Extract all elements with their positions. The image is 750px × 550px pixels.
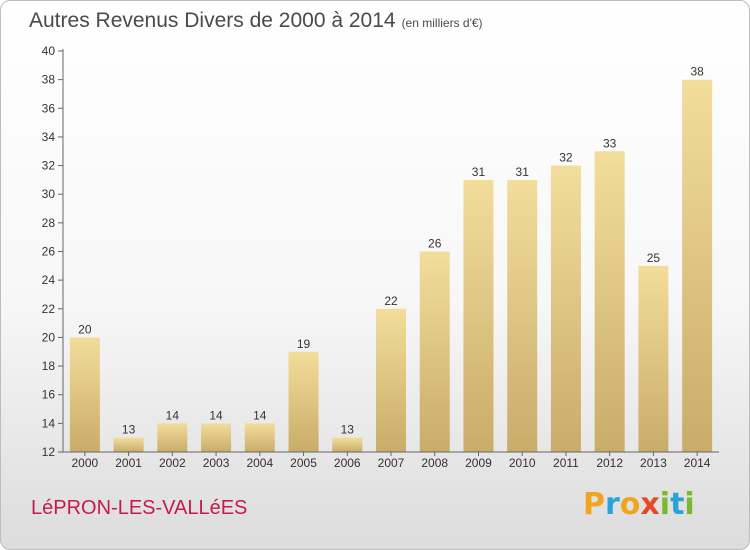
bar-value-label: 20 (78, 322, 92, 336)
commune-name: LéPRON-LES-VALLéES (31, 497, 248, 519)
x-tick-label: 2009 (465, 456, 492, 470)
bar-value-label: 19 (297, 337, 311, 351)
logo-letter: r (605, 487, 620, 522)
bar-2006 (332, 437, 363, 452)
logo-letter: i (684, 487, 695, 522)
bar-value-label: 31 (472, 165, 486, 179)
x-tick-label: 2001 (115, 456, 142, 470)
bars: 20 13 14 14 14 19 13 22 26 31 31 32 33 25 38 (69, 65, 713, 453)
x-tick-label: 2012 (596, 456, 623, 470)
proxiti-logo[interactable]: Proxiti (583, 487, 695, 522)
y-tick-label: 34 (42, 130, 56, 144)
y-tick-label: 12 (42, 445, 56, 459)
x-tick-label: 2011 (553, 456, 579, 470)
bar-value-label: 13 (122, 423, 136, 437)
bar-value-label: 13 (341, 423, 355, 437)
bar-2001 (113, 437, 144, 452)
bar-2009 (463, 179, 494, 452)
y-tick-label: 40 (42, 44, 56, 58)
bar-2014 (682, 79, 713, 453)
x-tick-label: 2006 (334, 456, 361, 470)
x-tick-label: 2002 (159, 456, 186, 470)
bar-2011 (550, 165, 581, 453)
y-tick-label: 28 (42, 216, 56, 230)
y-tick-label: 26 (42, 245, 56, 259)
bar-value-label: 22 (384, 294, 398, 308)
bar-2008 (419, 251, 450, 452)
bar-value-label: 32 (559, 151, 573, 165)
bar-value-label: 14 (166, 408, 180, 422)
bar-value-label: 38 (690, 65, 704, 79)
bar-2010 (507, 179, 538, 452)
x-tick-label: 2005 (290, 456, 317, 470)
bar-2004 (244, 423, 275, 452)
bar-2000 (69, 337, 100, 452)
y-tick-label: 18 (42, 359, 56, 373)
x-tick-label: 2013 (640, 456, 667, 470)
bar-value-label: 14 (209, 408, 223, 422)
y-tick-label: 14 (42, 416, 56, 430)
logo-letter: i (659, 487, 671, 522)
y-tick-label: 24 (42, 273, 56, 287)
bar-value-label: 25 (647, 251, 661, 265)
logo-letter: x (640, 487, 660, 522)
y-tick-label: 32 (42, 159, 56, 173)
y-tick-label: 36 (42, 101, 56, 115)
y-tick-label: 30 (42, 187, 56, 201)
x-tick-label: 2010 (509, 456, 536, 470)
y-axis: 12 14 16 18 20 22 24 26 28 30 32 34 36 38 40 (42, 44, 64, 459)
x-tick-label: 2003 (203, 456, 230, 470)
logo-letter: t (670, 487, 685, 522)
x-tick-label: 2008 (421, 456, 448, 470)
x-tick-label: 2004 (246, 456, 273, 470)
chart-subtitle: (en milliers d'€) (401, 16, 483, 30)
bar-value-label: 33 (603, 136, 617, 150)
bar-2002 (157, 423, 188, 452)
bar-2007 (376, 308, 406, 452)
y-tick-label: 16 (42, 388, 56, 402)
y-tick-label: 38 (42, 73, 56, 87)
bar-value-label: 14 (253, 408, 267, 422)
x-axis: 2000 2001 2002 2003 2004 2005 2006 2007 2008 2009… (63, 451, 719, 470)
bar-2003 (201, 423, 232, 452)
bar-2012 (594, 151, 625, 452)
y-tick-label: 20 (42, 330, 56, 344)
bar-2013 (638, 265, 669, 452)
chart-title: Autres Revenus Divers de 2000 à 2014 (en … (29, 9, 483, 33)
x-tick-label: 2000 (72, 456, 99, 470)
y-tick-label: 22 (42, 302, 56, 316)
bar-2005 (288, 351, 319, 452)
logo-letter: o (619, 487, 641, 522)
logo-letter: P (583, 487, 605, 522)
bar-value-label: 26 (428, 237, 442, 251)
chart-title-text: Autres Revenus Divers de 2000 à 2014 (29, 9, 396, 32)
bar-value-label: 31 (516, 165, 530, 179)
x-tick-label: 2007 (378, 456, 405, 470)
x-tick-label: 2014 (684, 456, 711, 470)
